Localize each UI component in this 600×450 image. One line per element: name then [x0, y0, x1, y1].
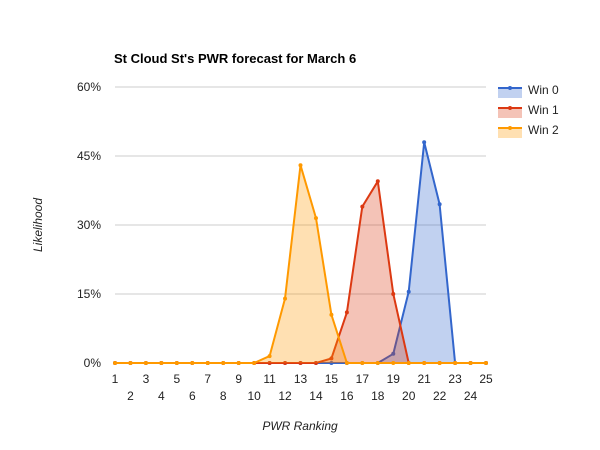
data-point — [174, 361, 179, 365]
data-point — [422, 361, 427, 365]
x-tick-label: 4 — [158, 389, 165, 403]
data-point — [298, 361, 303, 365]
data-point — [360, 361, 365, 365]
data-point — [406, 361, 411, 365]
y-tick-label: 45% — [77, 149, 101, 163]
series-area-fill — [115, 165, 486, 363]
x-tick-label: 16 — [340, 389, 354, 403]
legend-swatch — [498, 108, 522, 118]
series-win-2 — [113, 163, 488, 365]
data-point — [329, 312, 334, 317]
legend-label: Win 1 — [528, 103, 559, 117]
x-tick-label: 24 — [464, 389, 478, 403]
x-tick-label: 12 — [278, 389, 292, 403]
data-point — [344, 361, 349, 365]
x-tick-label: 8 — [220, 389, 227, 403]
legend-item: Win 2 — [498, 123, 559, 138]
data-point — [453, 361, 458, 365]
legend-label: Win 2 — [528, 123, 559, 137]
x-tick-label: 25 — [479, 372, 493, 386]
legend-item: Win 0 — [498, 83, 559, 98]
data-point — [360, 204, 365, 209]
legend-swatch — [498, 88, 522, 98]
y-tick-label: 60% — [77, 80, 101, 94]
x-tick-label: 10 — [247, 389, 261, 403]
data-point — [205, 361, 210, 365]
x-tick-label: 2 — [127, 389, 134, 403]
data-point — [190, 361, 195, 365]
data-point — [159, 361, 164, 365]
y-tick-label: 30% — [77, 218, 101, 232]
data-point — [329, 356, 334, 361]
x-tick-label: 6 — [189, 389, 196, 403]
x-tick-label: 18 — [371, 389, 385, 403]
y-axis-title: Likelihood — [31, 198, 45, 252]
x-tick-label: 21 — [417, 372, 431, 386]
y-axis-ticks: 0% 15% 30% 45% 60% — [77, 80, 101, 370]
data-point — [484, 361, 488, 365]
x-tick-label: 3 — [143, 372, 150, 386]
data-point — [375, 179, 380, 184]
x-tick-label: 11 — [263, 372, 276, 386]
x-tick-label: 1 — [112, 372, 119, 386]
series-area-fill — [115, 181, 486, 363]
y-tick-label: 0% — [84, 356, 102, 370]
x-axis-ticks: 1234567891011121314151617181920212223242… — [112, 372, 493, 403]
data-point — [267, 354, 272, 359]
legend-label: Win 0 — [528, 83, 559, 97]
series-area — [113, 140, 488, 365]
data-point — [375, 361, 380, 365]
x-tick-label: 15 — [325, 372, 339, 386]
x-tick-label: 7 — [204, 372, 211, 386]
data-point — [468, 361, 473, 365]
x-axis-title: PWR Ranking — [262, 419, 338, 433]
data-point — [143, 361, 148, 365]
x-tick-label: 23 — [448, 372, 462, 386]
data-point — [283, 296, 288, 301]
data-point — [252, 361, 257, 365]
data-point — [344, 310, 349, 315]
data-point — [221, 361, 226, 365]
data-point — [391, 351, 396, 356]
data-point — [391, 361, 396, 365]
data-point — [298, 163, 303, 168]
x-tick-label: 17 — [356, 372, 370, 386]
legend-item: Win 1 — [498, 103, 559, 118]
x-tick-label: 5 — [173, 372, 180, 386]
data-point — [113, 361, 117, 365]
legend-marker — [508, 86, 512, 90]
data-point — [329, 361, 334, 365]
x-tick-label: 20 — [402, 389, 416, 403]
x-tick-label: 9 — [235, 372, 242, 386]
legend-marker — [508, 126, 512, 130]
x-tick-label: 22 — [433, 389, 447, 403]
data-point — [283, 361, 288, 365]
x-tick-label: 14 — [309, 389, 323, 403]
x-tick-label: 13 — [294, 372, 308, 386]
x-tick-label: 19 — [387, 372, 401, 386]
legend-swatch — [498, 128, 522, 138]
data-point — [391, 292, 396, 296]
chart-title: St Cloud St's PWR forecast for March 6 — [114, 51, 356, 66]
series-area-fill — [115, 142, 486, 363]
data-point — [313, 216, 318, 221]
data-point — [128, 361, 133, 365]
legend: Win 0 Win 1 Win 2 — [498, 83, 559, 138]
data-point — [236, 361, 241, 365]
y-tick-label: 15% — [77, 287, 101, 301]
data-point — [422, 140, 427, 145]
data-point — [406, 289, 411, 294]
data-point — [313, 361, 318, 365]
data-point — [267, 361, 272, 365]
data-point — [437, 361, 442, 365]
legend-marker — [508, 106, 512, 110]
data-point — [437, 202, 442, 207]
